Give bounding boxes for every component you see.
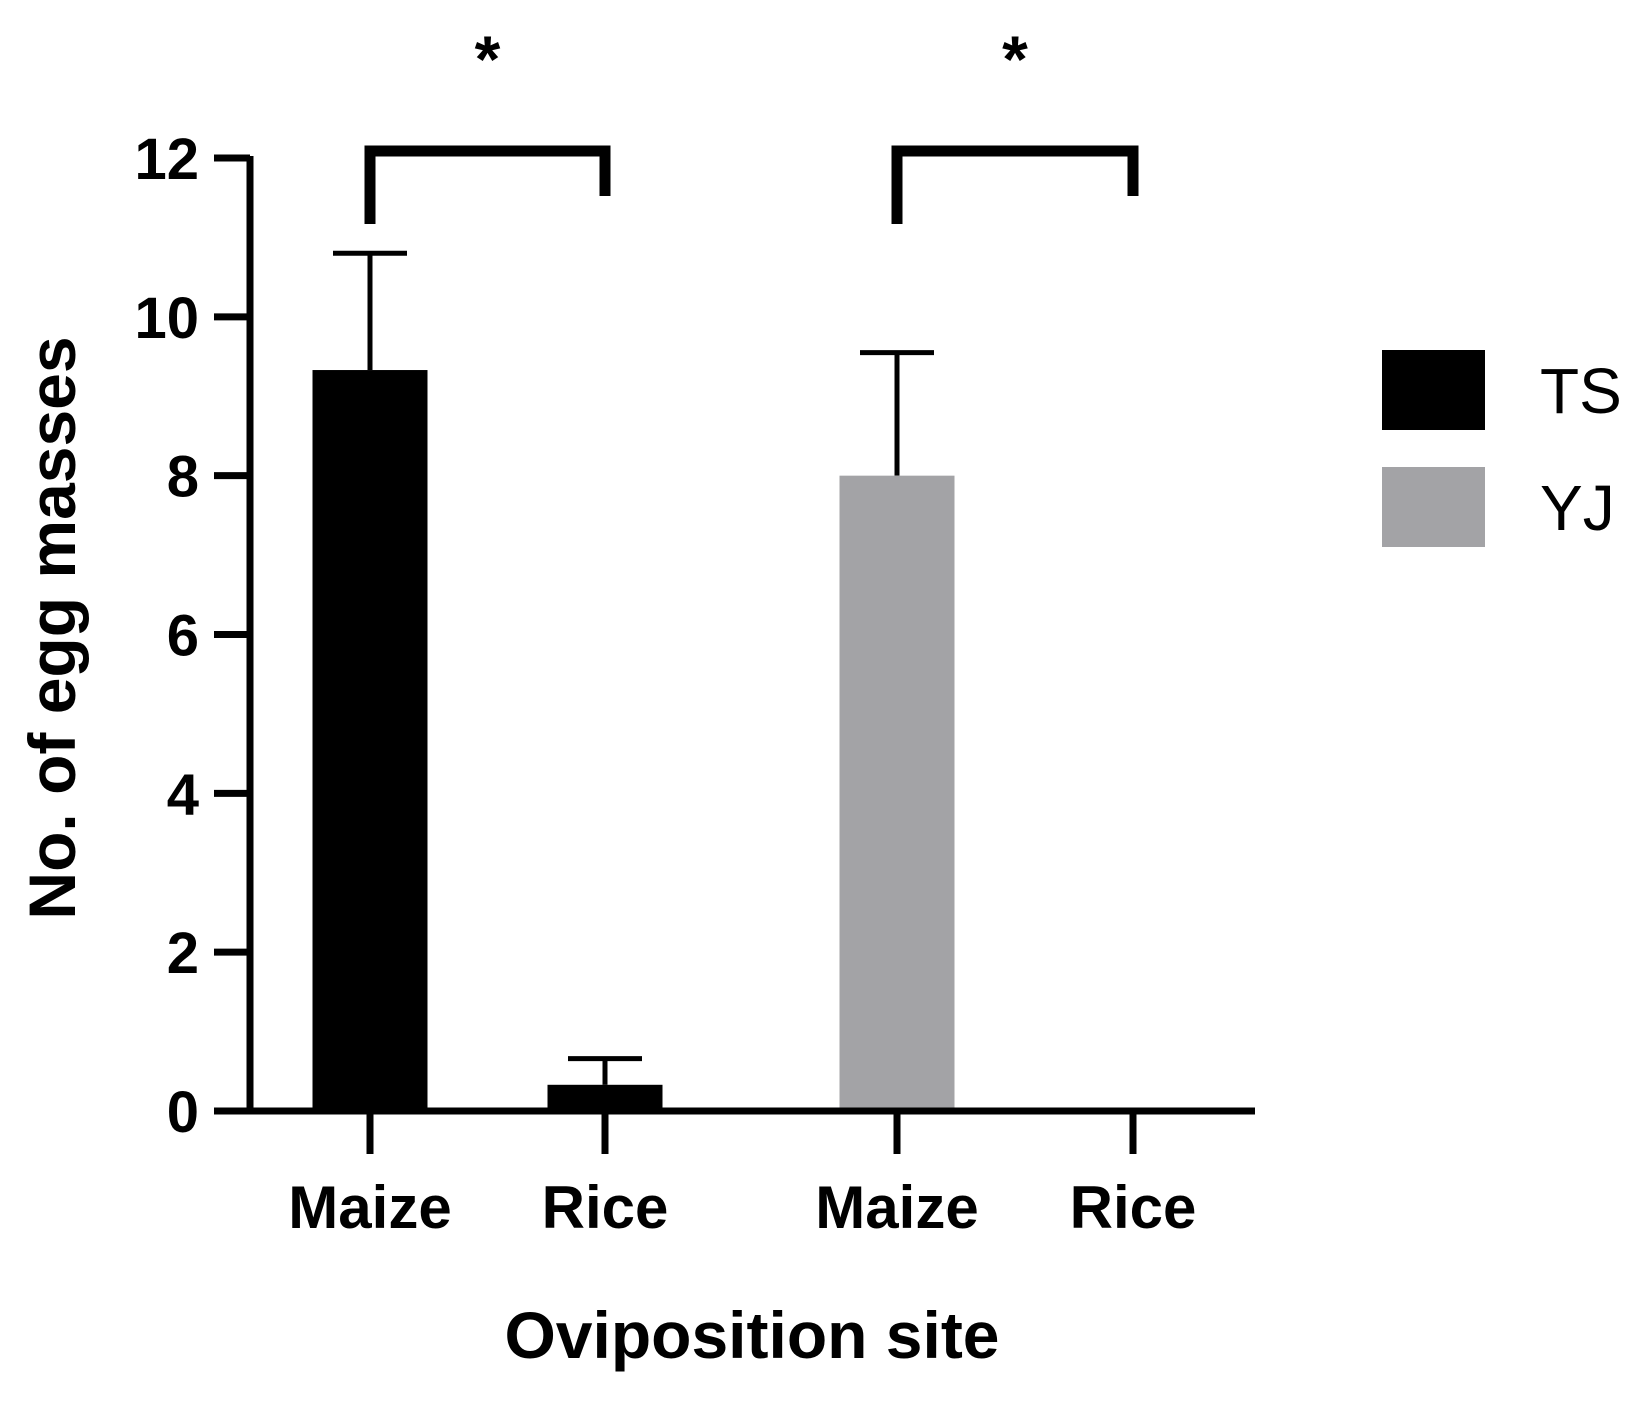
y-tick-label: 8	[167, 445, 199, 510]
bar-yj-maize	[839, 475, 955, 1112]
y-tick-label: 0	[167, 1080, 199, 1145]
significance-marker: *	[1002, 22, 1028, 96]
y-axis-title: No. of egg masses	[15, 336, 89, 919]
x-tick-label: Maize	[288, 1174, 451, 1241]
legend-label-yj: YJ	[1540, 472, 1615, 544]
bar-ts-rice	[547, 1084, 663, 1111]
x-tick-label: Rice	[542, 1174, 669, 1241]
legend: TS YJ	[1382, 350, 1622, 547]
y-tick-label: 2	[167, 921, 199, 986]
x-axis-title: Oviposition site	[504, 1298, 999, 1372]
legend-swatch-yj	[1382, 467, 1485, 547]
x-tick-label: Maize	[815, 1174, 978, 1241]
y-tick-label: 12	[134, 127, 199, 192]
significance-bracket	[891, 145, 1139, 224]
legend-label-ts: TS	[1540, 355, 1622, 427]
y-tick-label: 4	[167, 762, 199, 827]
bar-ts-maize	[312, 370, 428, 1112]
legend-swatch-ts	[1382, 350, 1485, 430]
y-tick-label: 10	[134, 286, 199, 351]
significance-marker: *	[475, 22, 501, 96]
plot-area: Maize Rice * Maize Rice * 0 2 4 6 8 10 12	[134, 22, 1255, 1241]
significance-bracket	[364, 145, 611, 224]
x-tick-label: Rice	[1070, 1174, 1197, 1241]
y-tick-label: 6	[167, 604, 199, 669]
